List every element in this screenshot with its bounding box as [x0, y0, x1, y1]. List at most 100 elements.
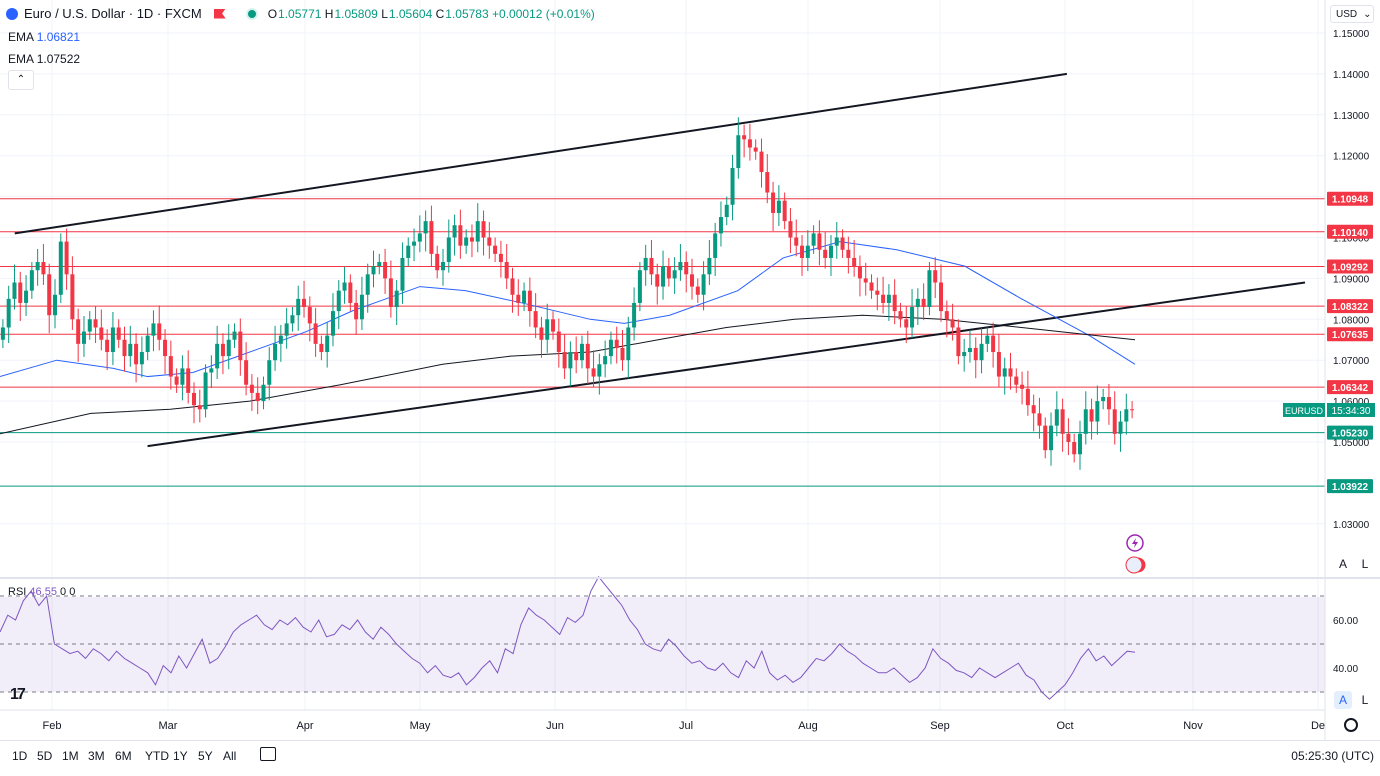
- calendar-icon[interactable]: [260, 747, 276, 761]
- candle-body: [93, 319, 98, 328]
- candle-body: [29, 270, 34, 291]
- candle-body: [1130, 409, 1135, 411]
- price-tick-label: 1.13000: [1333, 111, 1370, 122]
- candle-body: [383, 262, 388, 279]
- candle-body: [1002, 368, 1007, 377]
- candle-body: [597, 364, 602, 377]
- candle-body: [302, 298, 307, 308]
- candle-body: [1049, 425, 1054, 451]
- candle-body: [319, 343, 324, 353]
- range-button-1m[interactable]: 1M: [62, 749, 79, 763]
- range-button-3m[interactable]: 3M: [88, 749, 105, 763]
- change-readout: +0.00012 (+0.01%): [492, 6, 595, 21]
- candle-body: [730, 167, 735, 205]
- candle-body: [0, 327, 5, 340]
- candle-body: [452, 225, 457, 238]
- range-button-all[interactable]: All: [223, 749, 237, 763]
- candle-body: [284, 323, 289, 336]
- rsi-log-scale-button[interactable]: L: [1361, 693, 1369, 707]
- level-price-tag: [1327, 224, 1373, 239]
- range-button-5d[interactable]: 5D: [37, 749, 53, 763]
- candle-body: [545, 319, 550, 340]
- candle-body: [1014, 376, 1019, 385]
- ohlc-readout: O1.05771 H1.05809 L1.05604 C1.05783 +0.0…: [267, 6, 595, 21]
- time-label: Aug: [798, 720, 818, 732]
- gear-icon[interactable]: [1344, 718, 1358, 732]
- candle-body: [186, 368, 191, 393]
- rsi-auto-scale-button[interactable]: A: [1334, 691, 1352, 709]
- currency-button[interactable]: USD ⌄: [1330, 5, 1374, 23]
- candle-body: [800, 245, 805, 258]
- candle-body: [690, 274, 695, 287]
- level-price-label: 1.05230: [1332, 429, 1369, 440]
- candle-body: [429, 221, 434, 254]
- globe-icon: [6, 7, 18, 20]
- level-price-label: 1.08322: [1332, 302, 1369, 313]
- price-tick-label: 1.10000: [1333, 234, 1370, 245]
- clock[interactable]: 05:25:30 (UTC): [1291, 749, 1374, 763]
- candle-body: [226, 339, 231, 357]
- candle-body: [771, 192, 776, 213]
- range-button-1y[interactable]: 1Y: [173, 749, 188, 763]
- ema-lines: [0, 241, 1136, 435]
- candle-body: [869, 282, 874, 291]
- candle-body: [134, 343, 139, 365]
- candle-body: [1118, 421, 1123, 434]
- candle-body: [157, 323, 162, 340]
- event-icons[interactable]: [1125, 534, 1147, 574]
- level-price-tag: [1327, 327, 1373, 342]
- range-button-1d[interactable]: 1D: [12, 749, 28, 763]
- candle-body: [574, 352, 579, 361]
- range-button-ytd[interactable]: YTD: [145, 749, 169, 763]
- candle-body: [1054, 409, 1059, 426]
- candle-body: [423, 221, 428, 234]
- last-price-symbol: EURUSD: [1285, 406, 1324, 416]
- candle-body: [1066, 433, 1071, 442]
- tradingview-logo[interactable]: 17: [10, 686, 26, 703]
- candle-body: [782, 200, 787, 222]
- collapse-legend-button[interactable]: ⌃: [8, 70, 34, 90]
- flag-icon[interactable]: [213, 8, 226, 19]
- level-price-label: 1.10948: [1332, 195, 1369, 206]
- us-flag-event-icon-2[interactable]: [1125, 556, 1143, 574]
- chevron-up-icon: ⌃: [16, 74, 26, 85]
- rsi-legend[interactable]: RSI 46.55 0 0: [8, 586, 76, 598]
- candle-body: [875, 290, 880, 295]
- ema-fast-legend[interactable]: EMA 1.06821: [8, 30, 81, 44]
- candle-body: [603, 356, 608, 365]
- candle-body: [76, 319, 81, 344]
- level-price-tag: [1327, 380, 1373, 395]
- candle-body: [307, 307, 312, 324]
- candle-body: [47, 274, 52, 316]
- auto-scale-button[interactable]: A: [1338, 557, 1347, 571]
- candle-body: [823, 249, 828, 258]
- log-scale-button[interactable]: L: [1361, 557, 1369, 571]
- candle-body: [811, 233, 816, 246]
- candle-body: [18, 282, 23, 303]
- candle-body: [881, 294, 886, 303]
- candle-body: [458, 225, 463, 246]
- time-label: Sep: [930, 720, 950, 732]
- last-price-symbol-tag: [1283, 402, 1325, 417]
- candle-body: [973, 347, 978, 361]
- candle-body: [533, 311, 538, 328]
- candle-body: [579, 343, 584, 361]
- market-status-icon[interactable]: [245, 7, 258, 20]
- rsi-line: [0, 575, 1136, 700]
- range-button-5y[interactable]: 5Y: [198, 749, 213, 763]
- price-tick-label: 1.05000: [1333, 438, 1370, 449]
- candle-body: [498, 253, 503, 263]
- time-label: May: [410, 720, 431, 732]
- candle-body: [122, 339, 127, 357]
- range-button-6m[interactable]: 6M: [115, 749, 132, 763]
- candle-body: [967, 347, 972, 353]
- symbol-title[interactable]: Euro / U.S. Dollar · 1D · FXCM: [24, 6, 202, 21]
- ema-slow-legend[interactable]: EMA 1.07522: [8, 52, 81, 66]
- candle-body: [446, 237, 451, 263]
- candle-body: [898, 311, 903, 320]
- candle-body: [846, 249, 851, 258]
- axes: 1.150001.140001.130001.120001.110001.100…: [0, 0, 1380, 740]
- candle-body: [174, 376, 179, 385]
- candle-body: [58, 241, 63, 295]
